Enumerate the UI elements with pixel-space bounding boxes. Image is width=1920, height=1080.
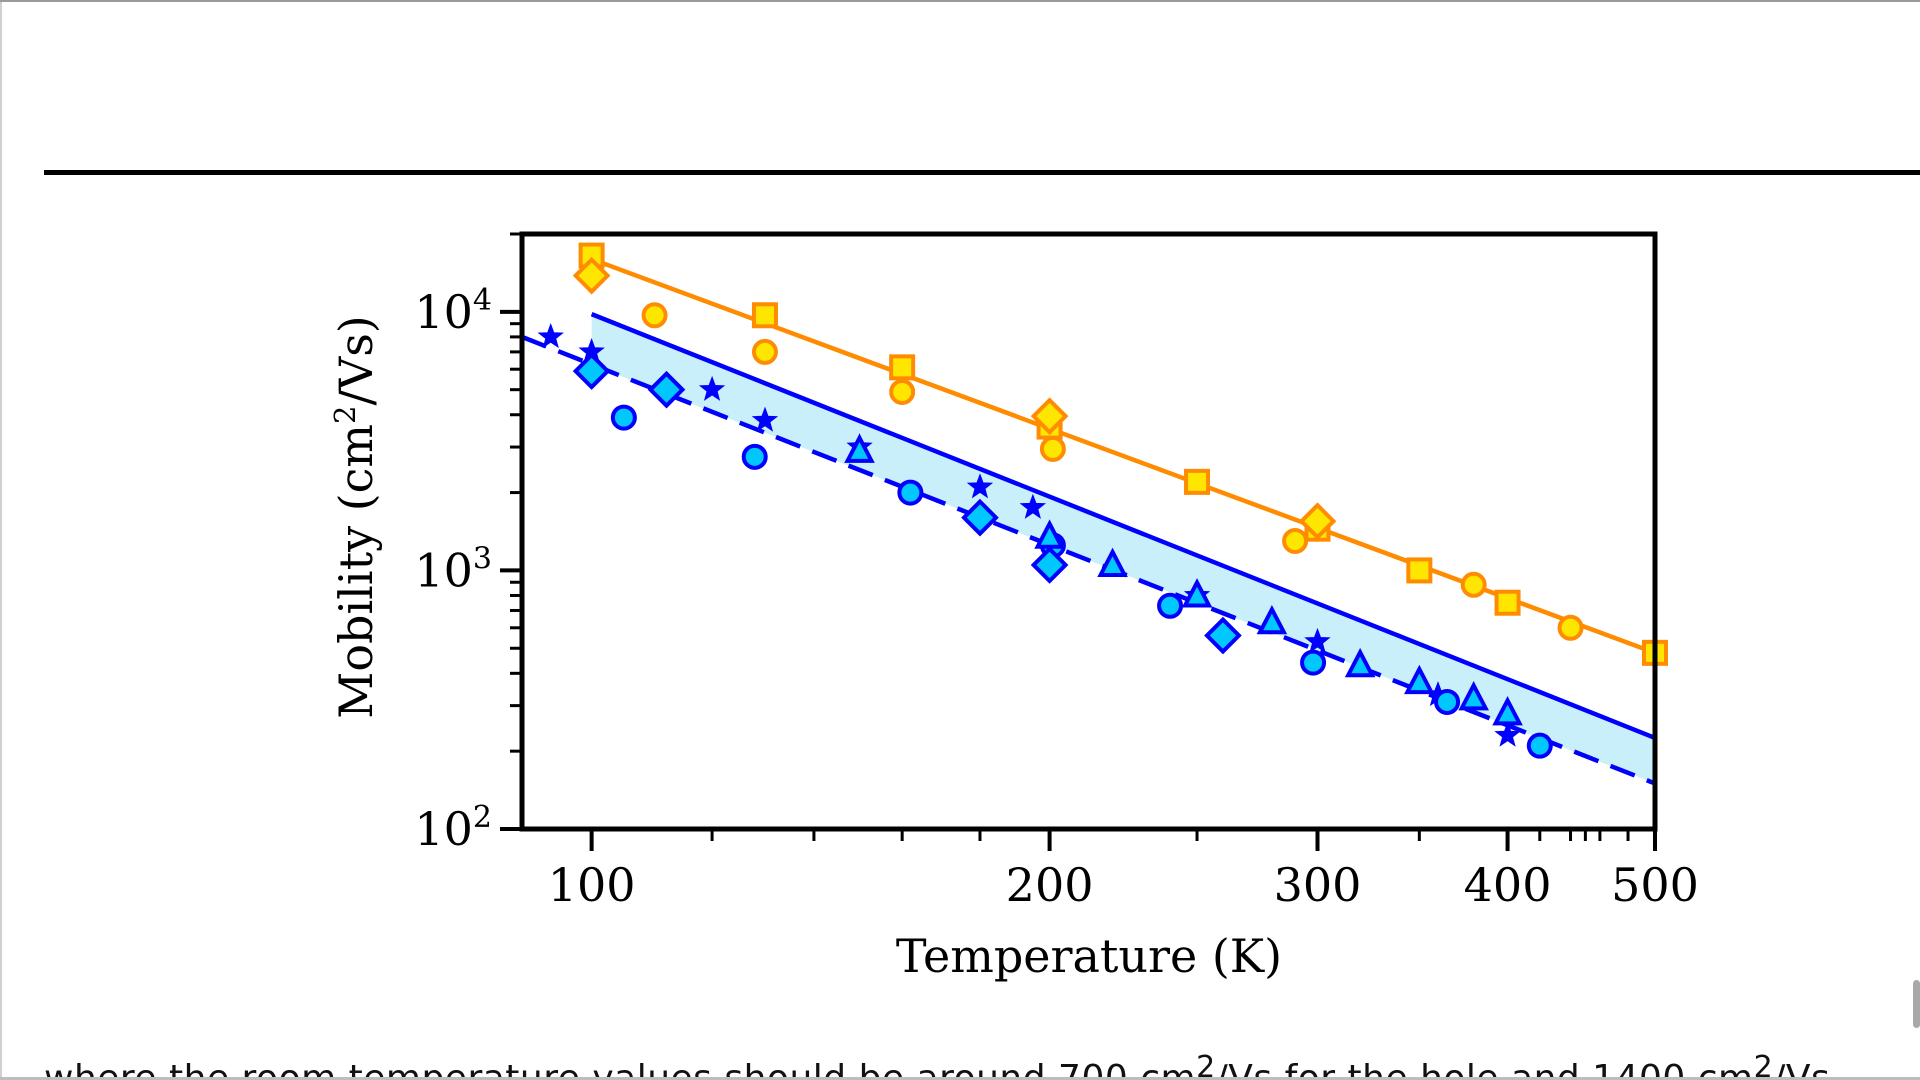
x-tick-label: 200 <box>1006 858 1094 912</box>
orange-square-point <box>1184 468 1211 495</box>
blue-triangle-point <box>1181 578 1213 608</box>
plot-frame <box>519 231 1658 832</box>
caption-part-2: /Vs for the hole and 1400 cm <box>1215 1058 1754 1080</box>
fit-line-blue-solid <box>590 312 1655 741</box>
blue-star-point <box>751 406 779 432</box>
caption-sup-1: 2 <box>1196 1050 1216 1080</box>
blue-circle-point <box>610 404 637 431</box>
blue-star-point <box>1494 721 1521 747</box>
axis-ticks <box>500 232 1657 851</box>
blue-triangle-point <box>1344 647 1376 678</box>
blue-triangle-point <box>1458 681 1489 711</box>
x-tick-label: 100 <box>548 858 636 912</box>
blue-circle-point <box>1300 649 1327 676</box>
orange-circle-point <box>889 378 916 405</box>
blue-circle-point <box>1526 732 1553 759</box>
orange-square-point <box>889 354 916 381</box>
orange-square-point <box>1494 589 1521 616</box>
scrollbar-thumb[interactable] <box>1913 980 1920 1028</box>
caption-part-1: where the room temperature values should… <box>44 1058 1197 1080</box>
y-tick-base: 10 <box>414 802 473 856</box>
y-tick-exponent: 2 <box>473 800 492 835</box>
blue-diamond-point <box>961 498 999 537</box>
orange-circle-point <box>1460 571 1487 598</box>
blue-star-point <box>698 375 726 401</box>
x-tick-label: 300 <box>1274 858 1362 912</box>
y-tick-exponent: 4 <box>473 283 492 318</box>
y-tick-base: 10 <box>414 285 473 339</box>
orange-circle-point <box>641 302 668 329</box>
x-axis-label: Temperature (K) <box>896 929 1282 983</box>
blue-star-point <box>1019 493 1047 519</box>
viewport-left-edge <box>0 2 2 1080</box>
blue-star-point <box>1304 627 1331 653</box>
blue-diamond-point <box>1204 616 1242 655</box>
y-tick-base: 10 <box>414 543 473 597</box>
y-axis-label-main: Mobility (cm <box>329 424 383 719</box>
orange-diamond-point <box>1030 397 1069 435</box>
blue-diamond-point <box>572 352 611 390</box>
bottom-edge <box>0 1077 1920 1080</box>
caption-sup-2: 2 <box>1753 1050 1774 1080</box>
y-axis-label: Mobility (cm2/Vs) <box>328 315 383 719</box>
shaded-band <box>591 314 1655 784</box>
section-rule <box>44 170 1920 175</box>
y-axis-label-tail: /Vs) <box>329 315 383 405</box>
orange-square-point <box>751 302 778 329</box>
blue-star-point <box>537 323 564 349</box>
x-tick-label: 400 <box>1464 858 1552 912</box>
x-tick-label: 500 <box>1611 858 1699 912</box>
blue-diamond-point <box>1030 546 1069 584</box>
band-area <box>591 314 1655 784</box>
y-tick-label: 104 <box>414 283 492 339</box>
blue-triangle-point <box>844 433 875 463</box>
blue-triangle-point <box>1404 664 1435 695</box>
orange-diamond-point <box>1298 502 1337 541</box>
blue-circle-point <box>897 479 924 506</box>
caption-part-3: /Vs <box>1773 1058 1831 1080</box>
orange-diamond-point <box>572 256 611 295</box>
data-markers <box>537 242 1668 759</box>
orange-square-point <box>1406 557 1433 584</box>
blue-triangle-point <box>1256 604 1288 635</box>
blue-diamond-point <box>647 370 686 409</box>
blue-triangle-point <box>1492 696 1523 726</box>
blue-circle-point <box>741 443 768 470</box>
y-tick-label: 102 <box>414 800 492 856</box>
orange-circle-point <box>1557 614 1584 641</box>
orange-circle-point <box>751 338 778 365</box>
blue-star-point <box>966 473 994 499</box>
caption-text: where the room temperature values should… <box>44 1050 1920 1080</box>
blue-triangle-point <box>1034 519 1065 549</box>
blue-triangle-point <box>1097 547 1128 577</box>
orange-circle-point <box>1282 527 1309 554</box>
orange-circle-point <box>1039 435 1066 462</box>
blue-circle-point <box>1434 688 1461 715</box>
y-axis-label-sup: 2 <box>328 406 362 424</box>
blue-circle-point <box>1157 592 1184 619</box>
y-tick-label: 103 <box>414 541 492 597</box>
y-tick-exponent: 3 <box>473 541 492 576</box>
